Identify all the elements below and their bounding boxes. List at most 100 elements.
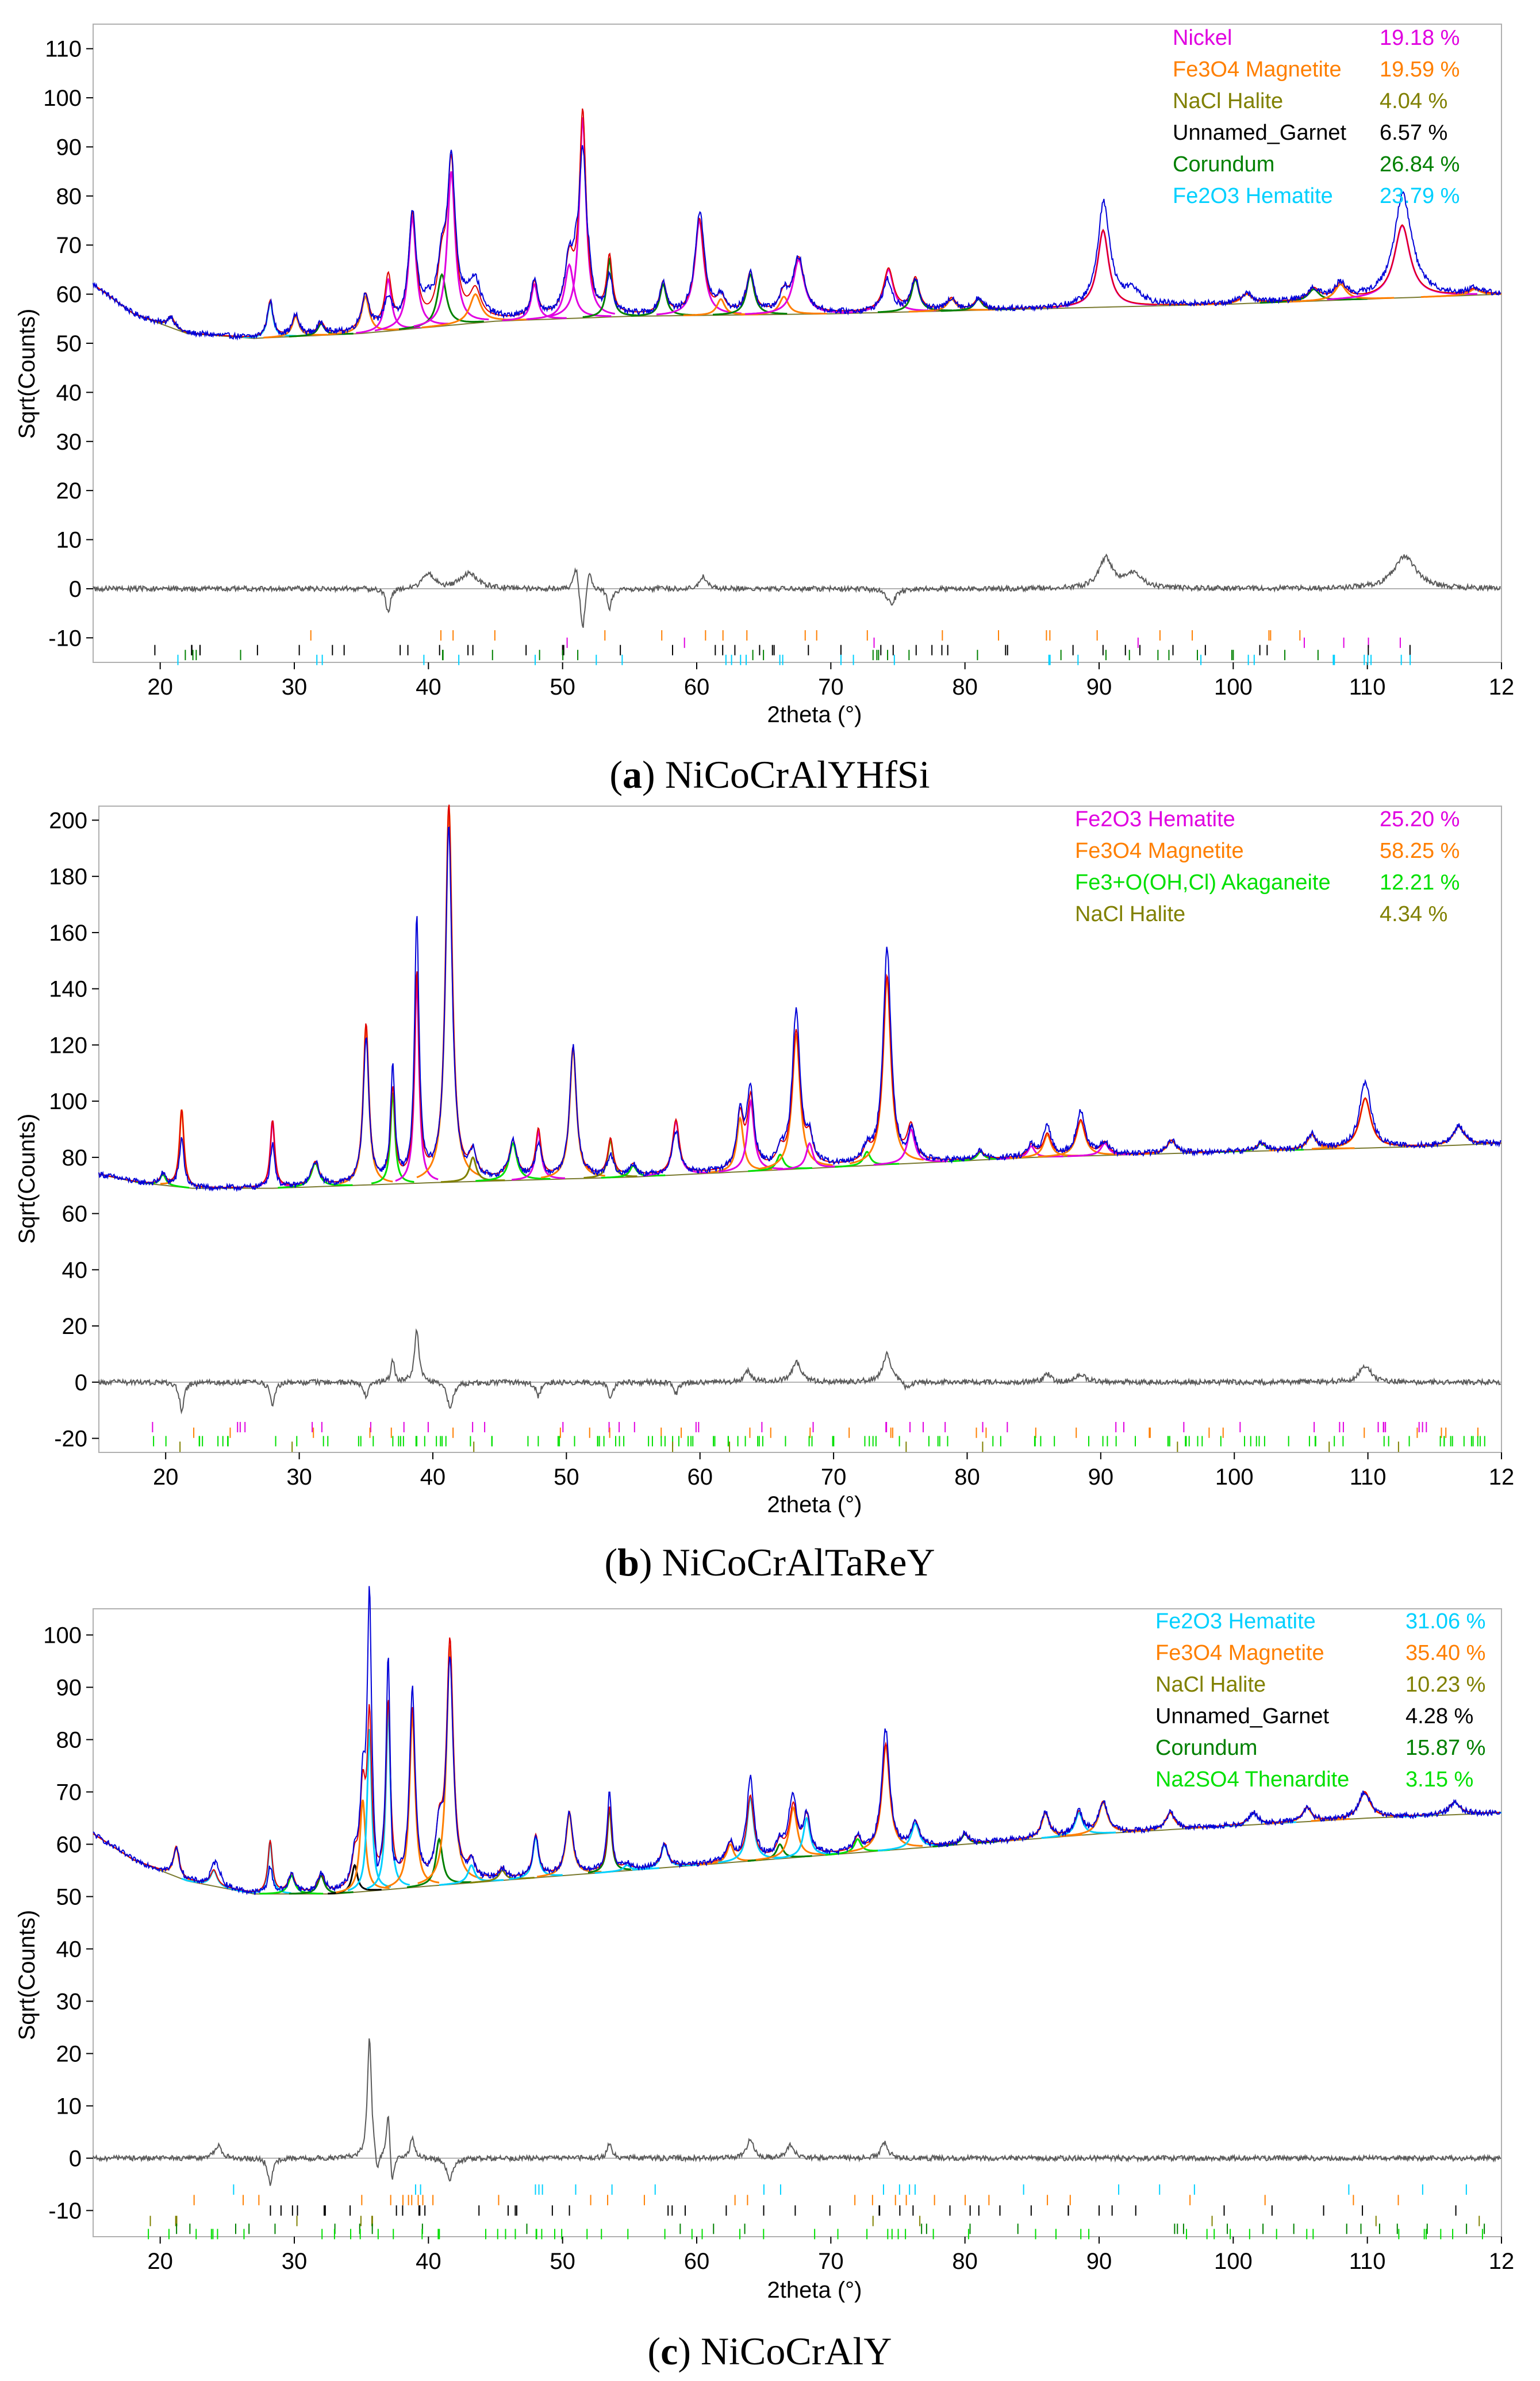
panel-c-phase-peak bbox=[336, 1799, 390, 1893]
panel-c-x-tick-label: 20 bbox=[147, 2249, 173, 2274]
panel-c-legend-name: Fe3O4 Magnetite bbox=[1155, 1641, 1324, 1665]
panel-b-phase-peak bbox=[835, 1151, 900, 1168]
panel-a-plot-area: -10 0 10 20 30 40 50 60 70 80 90 100 110 20 30 40 50 60 70… bbox=[43, 24, 1514, 700]
panel-a-legend-name: Fe3O4 Magnetite bbox=[1173, 57, 1342, 82]
panel-a-legend-value: 19.59 % bbox=[1380, 57, 1460, 82]
panel-b-y-tick-label: 80 bbox=[62, 1145, 88, 1171]
panel-b-phase-peak bbox=[1038, 1119, 1124, 1158]
panel-b-phase-peak bbox=[160, 1109, 203, 1188]
panel-a-x-axis-title: 2theta (°) bbox=[767, 702, 862, 727]
panel-c-x-tick-label: 50 bbox=[550, 2249, 575, 2274]
panel-b-y-tick-label: 180 bbox=[49, 864, 87, 889]
panel-b-phase-peak bbox=[440, 1156, 505, 1183]
panel-c-x-tick-label: 110 bbox=[1349, 2249, 1386, 2274]
panel-c-y-tick-label: -10 bbox=[48, 2199, 82, 2224]
panel-c-caption: (c) NiCoCrAlY bbox=[648, 2329, 892, 2373]
panel-a-legend-name: Unnamed_Garnet bbox=[1173, 121, 1347, 145]
panel-c-difference-curve bbox=[93, 2038, 1501, 2186]
panel-a-y-tick-label: 100 bbox=[43, 86, 82, 111]
panel-b-y-tick-label: 60 bbox=[62, 1202, 88, 1227]
panel-a-x-tick-label: 100 bbox=[1214, 674, 1253, 700]
panel-b-legend-value: 12.21 % bbox=[1380, 871, 1460, 895]
panel-b-x-tick-label: 50 bbox=[554, 1464, 579, 1490]
panel-a-x-tick-label: 110 bbox=[1349, 674, 1386, 700]
panel-b-y-tick-label: 100 bbox=[49, 1089, 87, 1114]
panel-b-phase-peak bbox=[416, 806, 481, 1179]
panel-a-phase-peak bbox=[1049, 228, 1157, 308]
panel-b-y-tick-label: 120 bbox=[49, 1033, 87, 1058]
panel-b-phase-peak bbox=[1405, 1125, 1501, 1148]
panel-b-legend-value: 25.20 % bbox=[1380, 807, 1460, 831]
panel-c-x-tick-label: 70 bbox=[818, 2249, 844, 2274]
panel-b-x-tick-label: 80 bbox=[954, 1464, 980, 1490]
panel-a-x-tick-label: 30 bbox=[282, 674, 308, 700]
panel-a-legend-value: 19.18 % bbox=[1380, 26, 1460, 50]
panel-a-phase-peak bbox=[1286, 283, 1395, 303]
panel-b-phase-peak bbox=[777, 1142, 842, 1171]
panel-c-y-tick-label: 90 bbox=[56, 1675, 82, 1701]
panel-b-x-tick-label: 90 bbox=[1088, 1464, 1114, 1490]
panel-a-y-tick-label: 30 bbox=[56, 430, 82, 455]
panel-a-x-tick-label: 50 bbox=[550, 674, 575, 700]
panel-c-phase-peak bbox=[149, 1845, 203, 1885]
panel-b-x-tick-label: 110 bbox=[1350, 1464, 1387, 1490]
panel-a-y-tick-label: 80 bbox=[56, 184, 82, 209]
panel-b-x-axis-title: 2theta (°) bbox=[767, 1492, 862, 1517]
panel-b-phase-peak bbox=[251, 1120, 294, 1188]
panel-b-observed-pattern bbox=[98, 826, 1501, 1193]
panel-a-phase-peak bbox=[840, 268, 936, 314]
panel-b-phase-peak bbox=[475, 1141, 551, 1182]
panel-c-phase-peak bbox=[439, 1864, 504, 1886]
panel-a-y-tick-label: 50 bbox=[56, 331, 82, 356]
panel-c-phase-peak bbox=[594, 1864, 659, 1874]
panel-a-phase-peak bbox=[683, 298, 759, 316]
panel-a-legend-name: Nickel bbox=[1173, 26, 1232, 50]
panel-c-x-axis-title: 2theta (°) bbox=[767, 2278, 862, 2303]
panel-c-plot-area: -10 0 10 20 30 40 50 60 70 80 90 100 20 30 40 50 60 70 80 9… bbox=[43, 1586, 1515, 2274]
panel-b-frame bbox=[98, 806, 1502, 1453]
panel-b-legend-value: 58.25 % bbox=[1380, 839, 1460, 863]
panel-a-x-tick-label: 40 bbox=[416, 674, 441, 700]
panel-c-observed-pattern bbox=[93, 1586, 1501, 1896]
panel-a-legend-value: 6.57 % bbox=[1380, 121, 1447, 145]
panel-c-legend-name: Na2SO4 Thenardite bbox=[1155, 1767, 1349, 1792]
panel-a-phase-peak bbox=[413, 171, 489, 327]
panel-a-y-axis-title: Sqrt(Counts) bbox=[14, 309, 40, 439]
panel-a-legend-value: 26.84 % bbox=[1380, 152, 1460, 177]
panel-a-y-tick-label: 60 bbox=[56, 282, 82, 308]
panel-c-x-tick-label: 100 bbox=[1214, 2249, 1253, 2274]
panel-c-legend-name: Unnamed_Garnet bbox=[1155, 1704, 1330, 1728]
panel-a-frame bbox=[93, 24, 1502, 663]
panel-a-phase-peak bbox=[526, 263, 612, 320]
panel-b-phase-peak bbox=[758, 1033, 833, 1170]
panel-a-y-tick-label: 110 bbox=[45, 37, 82, 62]
panel-b-plot-area: -20 0 20 40 60 80 100 120 140 160 180 200 20 30 40 50 60… bbox=[49, 804, 1514, 1490]
panel-a-x-tick-label: 70 bbox=[818, 674, 844, 700]
panel-b-x-tick-label: 100 bbox=[1215, 1464, 1254, 1490]
panel-b-phase-peak bbox=[1311, 1096, 1419, 1150]
panel-c-x-tick-label: 40 bbox=[416, 2249, 441, 2274]
panel-c: -10 0 10 20 30 40 50 60 70 80 90 100 20 30 40 50 60 70 80 9… bbox=[14, 1586, 1515, 2373]
panel-b-x-tick-label: 30 bbox=[286, 1464, 312, 1490]
panel-a: -10 0 10 20 30 40 50 60 70 80 90 100 110 20 30 40 50 60 70… bbox=[14, 24, 1514, 796]
panel-a-x-tick-label: 12 bbox=[1489, 674, 1515, 700]
panel-b-x-tick-label: 20 bbox=[153, 1464, 179, 1490]
panel-a-phase-peak bbox=[908, 298, 994, 313]
panel-c-calculated-pattern bbox=[93, 1637, 1501, 1892]
panel-b-y-axis-title: Sqrt(Counts) bbox=[14, 1114, 40, 1244]
panel-c-x-tick-label: 12 bbox=[1489, 2249, 1515, 2274]
panel-c-y-tick-label: 10 bbox=[56, 2094, 82, 2119]
panel-c-x-tick-label: 80 bbox=[952, 2249, 978, 2274]
panel-b-phase-peak bbox=[643, 1118, 708, 1177]
panel-b-phase-peak bbox=[748, 1153, 812, 1172]
panel-a-phase-peak bbox=[328, 295, 404, 336]
panel-b-legend-value: 4.34 % bbox=[1380, 902, 1447, 926]
panel-c-x-tick-label: 60 bbox=[684, 2249, 710, 2274]
panel-c-y-axis-title: Sqrt(Counts) bbox=[14, 1910, 40, 2041]
panel-c-phase-peak bbox=[1041, 1811, 1116, 1839]
panel-c-y-tick-label: 100 bbox=[43, 1623, 82, 1648]
panel-a-caption: (a) NiCoCrAlYHfSi bbox=[609, 753, 930, 796]
panel-c-y-tick-label: 50 bbox=[56, 1885, 82, 1910]
panel-b-difference-curve bbox=[98, 1328, 1501, 1415]
panel-b-phase-peak bbox=[873, 1128, 948, 1166]
